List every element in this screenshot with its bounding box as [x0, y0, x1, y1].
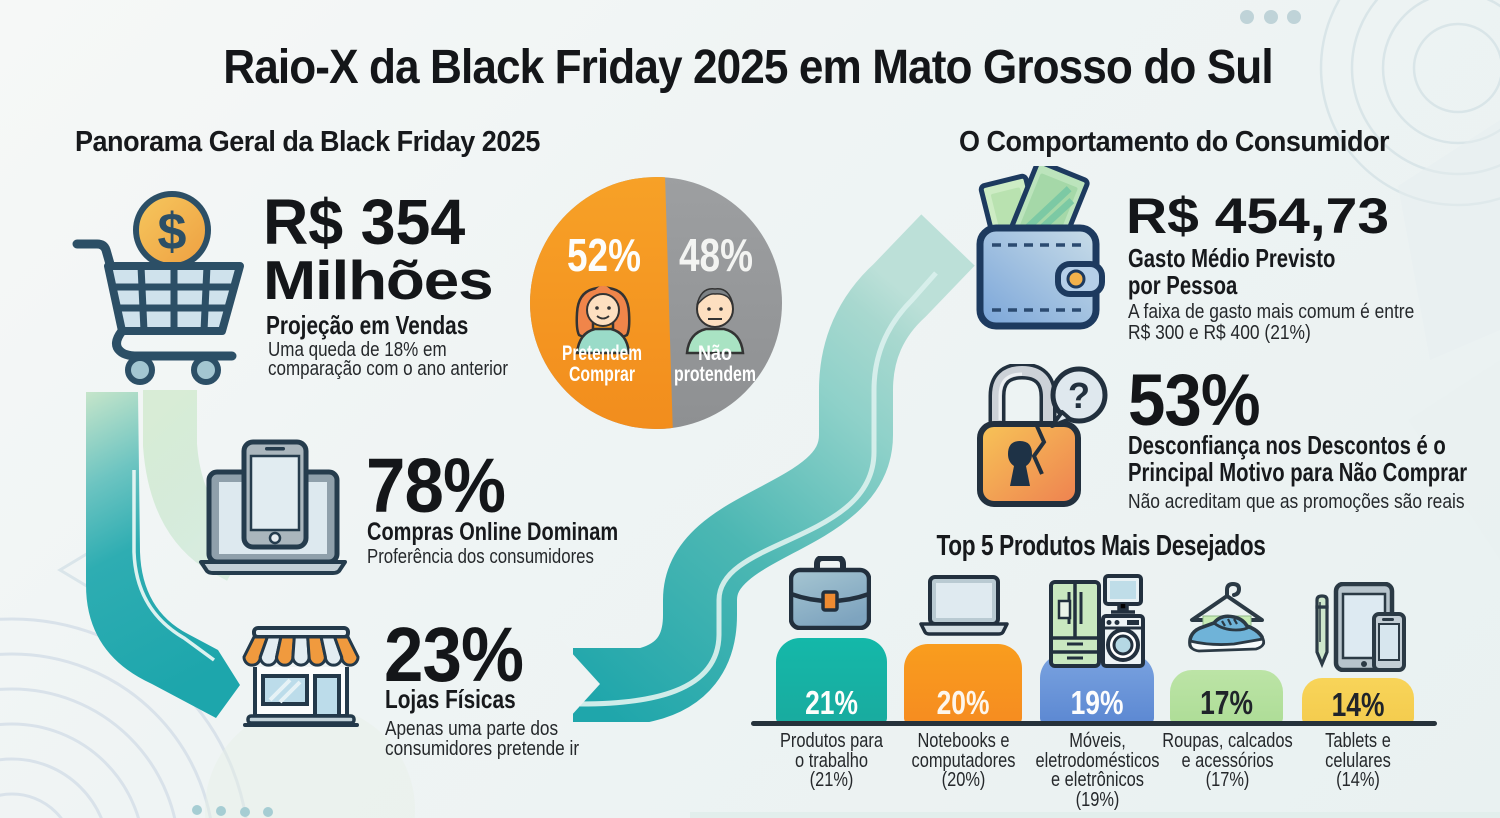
svg-text:protendem: protendem — [674, 363, 756, 386]
svg-text:$: $ — [158, 203, 187, 261]
svg-text:Pretendem: Pretendem — [562, 342, 642, 365]
svg-text:?: ? — [1068, 375, 1090, 416]
svg-text:52%: 52% — [567, 229, 641, 281]
svg-text:Não: Não — [698, 342, 732, 365]
svg-text:48%: 48% — [679, 229, 753, 281]
svg-text:Comprar: Comprar — [569, 363, 635, 386]
